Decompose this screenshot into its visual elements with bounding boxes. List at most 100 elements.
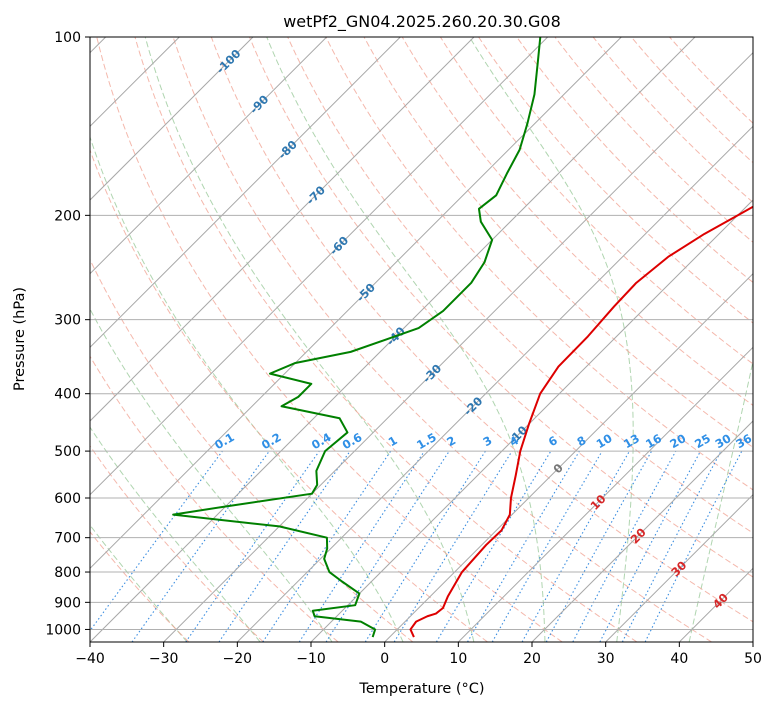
dry-adiabat-line bbox=[287, 37, 753, 534]
chart-title: wetPf2_GN04.2025.260.20.30.G08 bbox=[283, 12, 561, 32]
mixing-ratio-label: 36 bbox=[733, 431, 754, 451]
isotherm-line bbox=[90, 37, 696, 642]
mixing-ratio-line bbox=[491, 450, 603, 642]
dry-adiabat-line bbox=[134, 37, 638, 642]
moist-adiabat-line bbox=[266, 37, 546, 642]
isotherm-line bbox=[90, 37, 475, 422]
dry-adiabat-line bbox=[96, 37, 563, 642]
x-tick-label: 20 bbox=[523, 651, 541, 667]
moist-adiabat-line bbox=[90, 426, 261, 642]
isotherm-line bbox=[236, 125, 753, 642]
series-lines bbox=[172, 37, 753, 638]
isotherm-line bbox=[678, 567, 753, 642]
x-tick-label: −20 bbox=[223, 651, 253, 667]
y-tick-label: 900 bbox=[54, 595, 81, 611]
dewpoint-profile-line bbox=[172, 37, 542, 638]
y-tick-label: 300 bbox=[54, 313, 81, 329]
moist-adiabat-line bbox=[90, 524, 188, 642]
mixing-ratio-line bbox=[90, 450, 223, 632]
isotherm-line bbox=[605, 493, 753, 642]
isotherm-line bbox=[90, 37, 254, 201]
x-tick-label: 50 bbox=[744, 651, 762, 667]
plot-area: -100-90-80-70-60-50-40-30-20-10010203040… bbox=[90, 37, 775, 642]
mixing-ratio-line bbox=[185, 450, 320, 642]
y-tick-label: 200 bbox=[54, 208, 81, 224]
mixing-ratio-label: 1 bbox=[386, 433, 400, 449]
y-tick-label: 100 bbox=[54, 30, 81, 46]
mixing-ratio-line bbox=[364, 450, 486, 642]
y-tick-label: 1000 bbox=[45, 622, 81, 638]
isotherms bbox=[90, 37, 753, 642]
moist-adiabat-line bbox=[90, 135, 404, 642]
moist-adiabat-line bbox=[144, 37, 475, 642]
mixing-ratio-label: 8 bbox=[574, 433, 588, 449]
mixing-ratio-line bbox=[545, 450, 653, 642]
y-tick-label: 800 bbox=[54, 565, 81, 581]
mixing-ratio-line bbox=[467, 450, 580, 642]
mixing-ratio-label: 16 bbox=[643, 431, 664, 451]
dry-adiabat-line bbox=[439, 37, 753, 365]
dry-adiabat-line bbox=[478, 37, 753, 324]
mixing-ratio-line bbox=[218, 450, 351, 642]
mixing-ratio-label: 3 bbox=[480, 433, 494, 449]
mixing-ratio-label: 2 bbox=[444, 433, 458, 449]
x-tick-label: 30 bbox=[597, 651, 615, 667]
y-tick-label: 500 bbox=[54, 444, 81, 460]
x-tick-label: −40 bbox=[75, 651, 105, 667]
dry-adiabats bbox=[90, 37, 753, 642]
dry-adiabat-line bbox=[554, 37, 753, 243]
isotherm-line bbox=[90, 37, 622, 570]
x-tick-label: 40 bbox=[670, 651, 688, 667]
mixing-ratio-label: 0.6 bbox=[340, 430, 365, 452]
y-axis-title: Pressure (hPa) bbox=[12, 287, 28, 391]
dry-adiabat-line bbox=[401, 37, 753, 406]
temperature-profile-line bbox=[409, 205, 753, 638]
dry-adiabat-line bbox=[90, 445, 264, 642]
isotherm-line bbox=[457, 346, 753, 642]
moist-adiabats bbox=[90, 37, 775, 642]
mixing-ratio-label: 6 bbox=[546, 433, 560, 449]
y-tick-label: 700 bbox=[54, 531, 81, 547]
dry-adiabat-line bbox=[90, 355, 339, 642]
mixing-ratio-line bbox=[298, 450, 425, 642]
mixing-ratio-label: 0.2 bbox=[259, 430, 284, 452]
isotherm-line bbox=[310, 199, 753, 642]
mixing-ratio-label: 20 bbox=[667, 431, 688, 451]
y-tick-label: 400 bbox=[54, 387, 81, 403]
x-axis: −40 −30 −20 −10 0 10 20 30 40 50 bbox=[75, 642, 762, 667]
mixing-ratio-lines bbox=[90, 450, 743, 642]
mixing-ratio-label: 30 bbox=[713, 431, 734, 451]
dry-adiabat-line bbox=[90, 258, 414, 642]
dry-adiabat-line bbox=[630, 37, 753, 164]
mixing-ratio-label: 0.1 bbox=[212, 430, 237, 452]
mixing-ratio-label: 10 bbox=[594, 431, 615, 451]
dry-adiabat-line bbox=[90, 530, 190, 642]
moist-adiabat-line bbox=[90, 308, 333, 642]
mixing-ratio-line bbox=[325, 450, 450, 642]
isotherm-line bbox=[531, 420, 753, 642]
isotherm-line bbox=[163, 51, 753, 642]
dry-adiabat-line bbox=[325, 37, 753, 491]
mixing-ratio-label: 0.4 bbox=[309, 430, 334, 452]
dry-adiabat-line bbox=[363, 37, 753, 448]
mixing-ratio-line bbox=[393, 450, 513, 642]
isotherm-line bbox=[90, 37, 401, 349]
mixing-ratio-label: 13 bbox=[621, 431, 642, 451]
mixing-ratio-line bbox=[572, 450, 677, 642]
dry-adiabat-line bbox=[592, 37, 753, 203]
isotherm-line bbox=[752, 641, 753, 642]
y-tick-label: 600 bbox=[54, 491, 81, 507]
x-tick-label: 10 bbox=[449, 651, 467, 667]
y-axis: 100 200 300 400 500 600 700 800 900 1000 bbox=[45, 30, 90, 638]
x-axis-title: Temperature (°C) bbox=[358, 681, 484, 697]
x-tick-label: 0 bbox=[380, 651, 389, 667]
moist-adiabat-line bbox=[469, 37, 634, 642]
mixing-ratio-label: 25 bbox=[692, 431, 713, 451]
isotherm-line bbox=[90, 37, 328, 275]
mixing-ratio-line bbox=[435, 450, 552, 642]
x-tick-label: −30 bbox=[149, 651, 179, 667]
mixing-ratio-line bbox=[521, 450, 630, 642]
moist-adiabat-line bbox=[688, 358, 753, 642]
moist-adiabat-line bbox=[762, 37, 775, 642]
